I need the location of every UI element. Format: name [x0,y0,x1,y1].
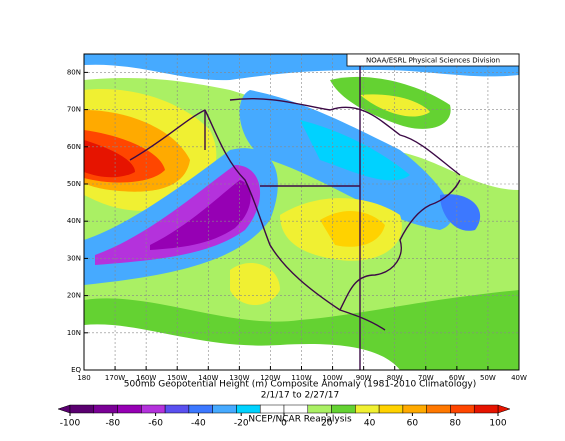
lon-label: 100W [322,374,342,382]
colorbar-segment [402,404,427,414]
colorbar-label: 80 [449,419,461,429]
colorbar-segment [117,404,142,414]
colorbar-segment [473,404,499,414]
colorbar-segment [497,404,511,414]
lat-label: 10N [67,329,81,337]
lat-label: 20N [67,292,81,300]
field-blue-deep [440,194,481,231]
colorbar-segment [283,404,309,414]
colorbar-label: -20 [234,419,249,429]
lat-label: EQ [71,366,81,374]
colorbar-segment [450,404,475,414]
lon-label: 170W [105,374,125,382]
colorbar-label: 100 [489,419,506,429]
lat-label: 70N [67,106,81,114]
colorbar: -100 -80 -60 -40 -20 0 20 40 60 80 100 [57,404,511,429]
lat-label: 40N [67,217,81,225]
colorbar-label: 60 [407,419,419,429]
borders [129,54,361,370]
anomaly-field [84,54,519,370]
header-box [346,53,520,67]
colorbar-segment [69,404,95,414]
title: 500mb Geopotential Height (m) Composite … [124,380,477,390]
lon-label: 140W [198,374,218,382]
field-yellow [360,94,430,117]
colorbar-segment [57,404,71,414]
colorbar-label: 20 [321,419,333,429]
field-purple-deep [150,180,251,250]
colorbar-segment [141,404,166,414]
colorbar-segment [426,404,451,414]
coastline [204,97,461,331]
lon-label: 130W [229,374,249,382]
axes: 180 170W 160W 150W 140W 130W 120W 110W 100W 90W 80… [67,68,527,382]
lon-label: 160W [136,374,156,382]
colorbar-label: -80 [105,419,120,429]
source: NCEP/NCAR Reanalysis [248,415,352,425]
lon-label: 120W [260,374,280,382]
colorbar-segment [307,404,332,414]
colorbar-segment [259,404,285,414]
field-neutral [84,324,400,370]
colorbar-label: -60 [148,419,163,429]
lon-label: 80W [387,374,403,382]
header: NOAA/ESRL Physical Sciences Division [366,57,500,65]
field-yellow [230,262,280,305]
colorbar-segment [378,404,404,414]
lon-label: 60W [449,374,465,382]
field-gold [320,210,385,247]
lat-label: 50N [67,180,81,188]
colorbar-segment [236,404,261,414]
lat-label: 80N [67,68,81,76]
colorbar-label: -100 [60,419,81,429]
lon-label: 180 [77,374,90,382]
colorbar-segment [188,404,213,414]
colorbar-label: -40 [191,419,206,429]
lat-label: 30N [67,254,81,262]
colorbar-label: 40 [364,419,376,429]
lon-label: 110W [291,374,311,382]
lon-label: 40W [511,374,527,382]
lon-label: 150W [167,374,187,382]
lat-label: 60N [67,143,81,151]
field-cyan [300,120,410,181]
colorbar-segment [93,404,118,414]
colorbar-segment [212,404,237,414]
field-purple [95,165,261,265]
field-red-deep [84,140,135,178]
lon-label: 50W [480,374,496,382]
dates: 2/1/17 to 2/27/17 [261,391,339,401]
colorbar-segment [164,404,190,414]
lon-label: 90W [356,374,372,382]
colorbar-segment [355,404,380,414]
colorbar-segment [331,404,356,414]
graticule [84,54,519,370]
lon-label: 70W [418,374,434,382]
colorbar-label: 0 [281,419,287,429]
